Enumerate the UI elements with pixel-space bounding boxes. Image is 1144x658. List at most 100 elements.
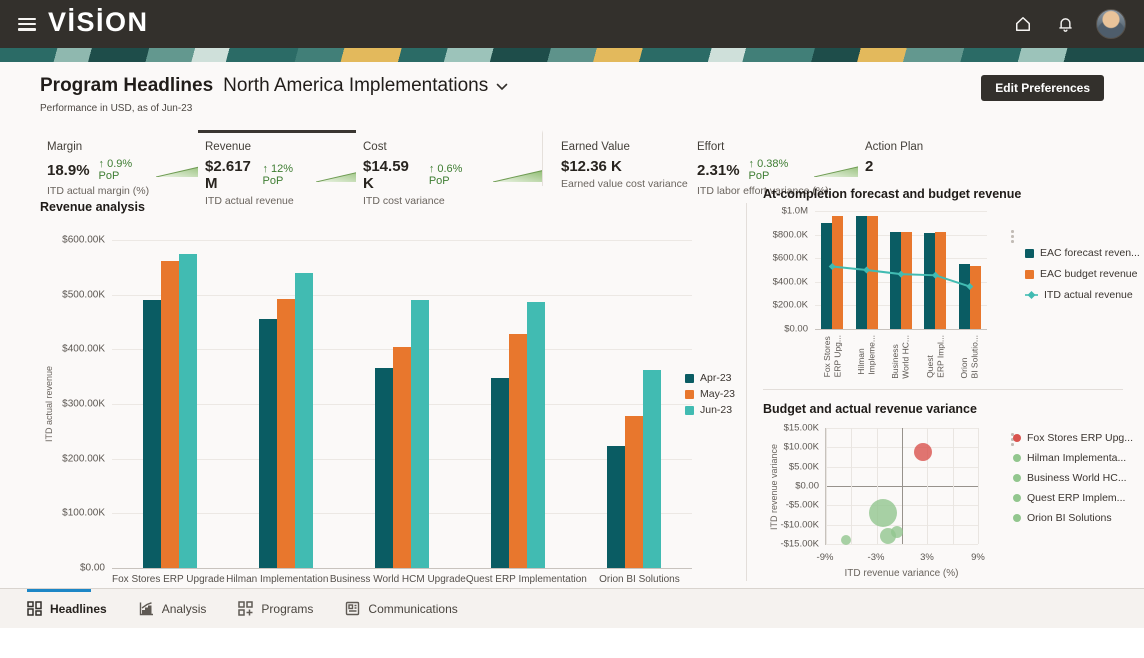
bar-group-business — [884, 211, 918, 329]
chart-overflow-menu-icon[interactable] — [1008, 430, 1017, 449]
legend-item-may-23[interactable]: May-23 — [685, 388, 735, 400]
legend-item-fox-stores-erp-upg[interactable]: Fox Stores ERP Upg... — [1013, 432, 1133, 444]
kpi-tile-cost[interactable]: Cost $14.59 K ↑ 0.6% PoP ITD cost variance — [356, 130, 542, 207]
y-tick-label: $0.00 — [795, 480, 819, 492]
bubble-quest-erp-implem[interactable] — [890, 526, 903, 539]
bar-apr-23[interactable] — [143, 300, 161, 568]
tab-label: Programs — [261, 601, 314, 616]
bar-eac-budget-revenue[interactable] — [969, 266, 981, 329]
chart-overflow-menu-icon[interactable] — [1008, 227, 1017, 246]
bar-apr-23[interactable] — [259, 319, 277, 568]
y-tick-label: $5.00K — [788, 461, 819, 473]
gridline: $0.00 — [784, 324, 987, 335]
bar-eac-forecast-reven[interactable] — [821, 222, 833, 329]
tab-headlines[interactable]: Headlines — [27, 601, 107, 616]
bar-may-23[interactable] — [509, 334, 527, 568]
bubble-orion-bi-solutions[interactable] — [841, 535, 852, 546]
trend-sparkline-icon — [493, 169, 542, 182]
bar-eac-forecast-reven[interactable] — [924, 232, 936, 329]
tab-communications[interactable]: Communications — [345, 601, 458, 616]
tab-programs[interactable]: Programs — [238, 601, 313, 616]
legend-label: Business World HC... — [1027, 472, 1127, 484]
notifications-bell-icon[interactable] — [1054, 13, 1076, 35]
tab-analysis[interactable]: Analysis — [139, 601, 206, 616]
legend-item-business-world-hc[interactable]: Business World HC... — [1013, 472, 1133, 484]
tab-label: Headlines — [50, 601, 107, 616]
legend-item-eac-budget-revenue[interactable]: EAC budget revenue — [1025, 268, 1140, 280]
kpi-tile-revenue[interactable]: Revenue $2.617 M ↑ 12% PoP ITD actual reven… — [198, 130, 356, 207]
y-tick-label: $600.00K — [62, 234, 105, 246]
bar-eac-budget-revenue[interactable] — [901, 231, 913, 329]
legend-dot — [1013, 454, 1021, 462]
bar-jun-23[interactable] — [643, 370, 661, 568]
bar-may-23[interactable] — [625, 416, 643, 568]
plot-area: $1.0M $800.0K $600.0K $400.0K $200.0K $0.00 — [773, 206, 987, 335]
bar-apr-23[interactable] — [375, 368, 393, 568]
trend-sparkline-icon — [315, 171, 356, 182]
legend-label: Fox Stores ERP Upg... — [1027, 432, 1134, 444]
bubble-fox-stores-erp-upg[interactable] — [914, 442, 933, 461]
bar-jun-23[interactable] — [411, 300, 429, 568]
legend-swatch — [685, 389, 694, 399]
bar-eac-forecast-reven[interactable] — [958, 264, 970, 329]
bar-eac-budget-revenue[interactable] — [935, 232, 947, 329]
bar-eac-budget-revenue[interactable] — [866, 215, 878, 329]
legend-label: Quest ERP Implem... — [1027, 492, 1126, 504]
app-header: VİSİON — [0, 0, 1144, 48]
legend-item-jun-23[interactable]: Jun-23 — [685, 404, 735, 416]
bar-may-23[interactable] — [161, 260, 179, 568]
vision-logo: VİSİON — [48, 7, 149, 37]
gridline — [978, 428, 979, 544]
kpi-sublabel: ITD actual revenue — [205, 195, 294, 207]
kpi-value-row: $2.617 M ↑ 12% PoP — [205, 158, 356, 192]
edit-preferences-button[interactable]: Edit Preferences — [981, 75, 1104, 101]
legend-item-quest-erp-implem[interactable]: Quest ERP Implem... — [1013, 492, 1133, 504]
legend-item-hilman-implementa[interactable]: Hilman Implementa... — [1013, 452, 1133, 464]
bar-jun-23[interactable] — [179, 254, 197, 568]
bubble-hilman-implementa[interactable] — [868, 499, 897, 528]
bar-apr-23[interactable] — [491, 378, 509, 568]
bar-may-23[interactable] — [393, 346, 411, 568]
user-avatar[interactable] — [1096, 9, 1126, 39]
legend-label: Hilman Implementa... — [1027, 452, 1127, 464]
kpi-delta: ↑ 0.38% PoP — [748, 158, 789, 182]
kpi-tile-earned-value[interactable]: Earned Value $12.36 K Earned value cost va… — [542, 130, 690, 190]
y-tick-label: -$5.00K — [785, 499, 819, 511]
kpi-sublabel: ITD labor effort variance (%) — [697, 185, 829, 197]
gridline: $0.00 — [80, 563, 692, 574]
kpi-tile-effort[interactable]: Effort 2.31% ↑ 0.38% PoP ITD labor effort v… — [690, 130, 858, 197]
legend-item-apr-23[interactable]: Apr-23 — [685, 372, 735, 384]
legend-item-itd-actual-revenue[interactable]: ITD actual revenue — [1025, 289, 1140, 301]
y-tick-label: $100.00K — [62, 507, 105, 519]
bar-may-23[interactable] — [277, 298, 295, 568]
scope-selector[interactable]: North America Implementations — [223, 75, 508, 97]
legend-label: EAC budget revenue — [1040, 268, 1138, 280]
legend-item-eac-forecast-reven[interactable]: EAC forecast reven... — [1025, 247, 1140, 259]
communications-icon — [346, 601, 360, 616]
bar-eac-budget-revenue[interactable] — [832, 215, 844, 329]
x-category-label: Business World HC... — [884, 335, 918, 397]
kpi-label: Revenue — [205, 141, 252, 153]
chart-title: At-completion forecast and budget revenu… — [763, 187, 1022, 201]
bar-eac-forecast-reven[interactable] — [855, 215, 867, 329]
bar-jun-23[interactable] — [295, 272, 313, 568]
home-icon[interactable] — [1012, 13, 1034, 35]
kpi-value: $14.59 K — [363, 158, 409, 192]
kpi-label: Cost — [363, 141, 387, 153]
kpi-tile-margin[interactable]: Margin 18.9% ↑ 0.9% PoP ITD actual margin (… — [40, 130, 198, 197]
scope-label: North America Implementations — [223, 75, 489, 96]
bar-jun-23[interactable] — [527, 301, 545, 568]
x-category-label: Fox Stores ERP Upg... — [815, 335, 849, 397]
kpi-tile-action-plan[interactable]: Action Plan 2 — [858, 130, 978, 186]
y-tick-label: $10.00K — [783, 441, 819, 453]
kpi-label: Earned Value — [561, 141, 630, 153]
main-content: Program Headlines North America Implemen… — [0, 62, 1144, 588]
hamburger-menu-icon[interactable] — [18, 17, 36, 31]
bottom-tab-bar: Headlines Analysis Programs Communications — [0, 589, 1144, 628]
legend-item-orion-bi-solutions[interactable]: Orion BI Solutions — [1013, 512, 1133, 524]
bar-eac-forecast-reven[interactable] — [890, 232, 902, 329]
bar-group-hilman-implementation — [228, 240, 344, 568]
x-category-text: Orion BI Solutio... — [959, 335, 980, 379]
bar-apr-23[interactable] — [607, 445, 625, 568]
